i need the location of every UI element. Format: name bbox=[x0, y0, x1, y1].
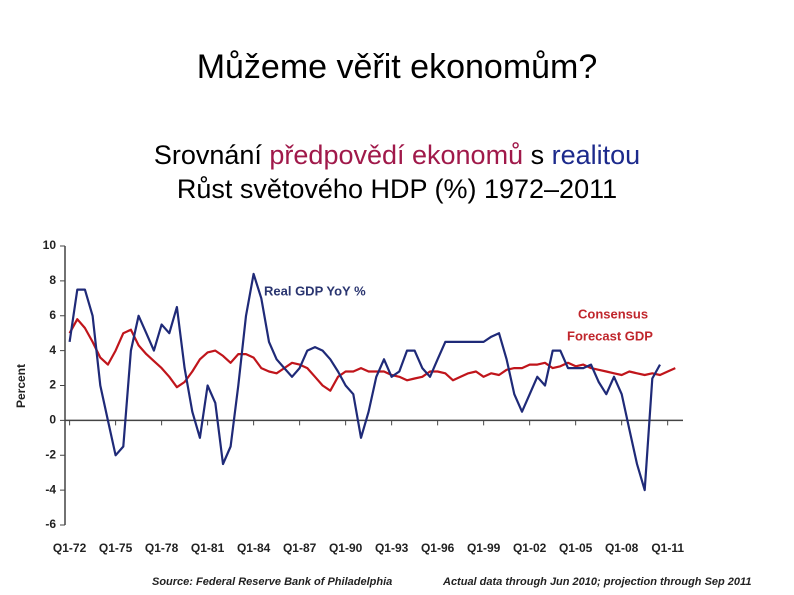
y-tick-label: 6 bbox=[49, 308, 56, 322]
subtitle-line: Růst světového HDP (%) 1972–2011 bbox=[176, 174, 618, 204]
x-tick-label: Q1-72 bbox=[53, 541, 87, 555]
annotation: Forecast GDP bbox=[567, 328, 653, 343]
x-tick-label: Q1-90 bbox=[329, 541, 363, 555]
x-tick-label: Q1-81 bbox=[191, 541, 225, 555]
y-tick-label: 0 bbox=[49, 413, 56, 427]
y-tick-label: -6 bbox=[45, 517, 56, 531]
note: Actual data through Jun 2010; projection… bbox=[442, 576, 751, 588]
x-tick-label: Q1-96 bbox=[421, 541, 455, 555]
annotation: Real GDP YoY % bbox=[264, 283, 366, 298]
subtitle-part: Srovnání bbox=[153, 140, 262, 170]
x-tick-label: Q1-93 bbox=[375, 541, 409, 555]
x-tick-label: Q1-84 bbox=[237, 541, 271, 555]
x-tick-label: Q1-75 bbox=[99, 541, 133, 555]
annotation: Consensus bbox=[578, 306, 648, 321]
subtitle-part: realitou bbox=[551, 140, 641, 170]
x-tick-label: Q1-11 bbox=[651, 541, 684, 555]
data-line bbox=[68, 272, 661, 492]
y-axis-label: Percent bbox=[14, 364, 28, 408]
x-tick-label: Q1-02 bbox=[513, 541, 547, 555]
source: Source: Federal Reserve Bank of Philadel… bbox=[152, 576, 392, 588]
subtitle-part: předpovědí ekonomů bbox=[269, 140, 524, 170]
x-tick-label: Q1-08 bbox=[605, 541, 639, 555]
subtitle: Srovnání předpovědí ekonomů s realitou R… bbox=[0, 138, 794, 206]
y-tick-label: 2 bbox=[49, 378, 56, 392]
y-tick-label: -2 bbox=[45, 447, 56, 461]
y-tick-label: 10 bbox=[43, 238, 57, 252]
y-tick-label: -4 bbox=[45, 482, 56, 496]
x-tick-label: Q1-87 bbox=[283, 541, 317, 555]
y-tick-label: 4 bbox=[49, 343, 56, 357]
data-line bbox=[68, 318, 676, 392]
x-tick-label: Q1-05 bbox=[559, 541, 593, 555]
x-tick-label: Q1-78 bbox=[145, 541, 179, 555]
x-tick-label: Q1-99 bbox=[467, 541, 501, 555]
y-tick-label: 8 bbox=[49, 273, 56, 287]
subtitle-part: s bbox=[530, 140, 545, 170]
slide-title: Můžeme věřit ekonomům? bbox=[196, 48, 598, 86]
